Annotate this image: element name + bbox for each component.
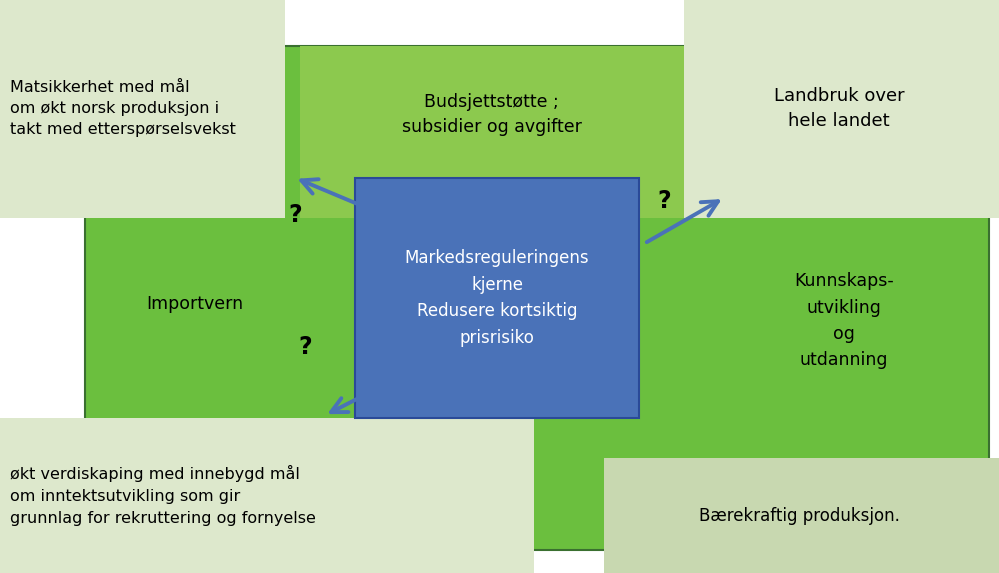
Text: Bærekraftig produksjon.: Bærekraftig produksjon. — [698, 507, 900, 525]
Text: ?: ? — [657, 189, 671, 213]
Text: Markedsreguleringens
kjerne
Redusere kortsiktig
prisrisiko: Markedsreguleringens kjerne Redusere kor… — [405, 249, 589, 347]
Text: ?: ? — [298, 335, 312, 359]
Text: Importvern: Importvern — [146, 295, 244, 313]
Bar — [0, 418, 534, 573]
Text: Budsjettstøtte ;
subsidier og avgifter: Budsjettstøtte ; subsidier og avgifter — [402, 93, 581, 136]
Bar — [604, 458, 999, 573]
Bar — [0, 0, 285, 218]
Bar — [300, 46, 684, 218]
Text: Juridiske virkemidler: Juridiske virkemidler — [446, 366, 623, 384]
Bar — [684, 0, 999, 218]
Text: Landbruk over
hele landet: Landbruk over hele landet — [774, 87, 904, 131]
Text: Matsikkerhet med mål
om økt norsk produksjon i
takt med etterspørselsvekst: Matsikkerhet med mål om økt norsk produk… — [10, 80, 236, 138]
Text: Kunnskaps-
utvikling
og
utdanning: Kunnskaps- utvikling og utdanning — [794, 272, 894, 370]
Bar — [355, 178, 639, 418]
Bar — [85, 46, 989, 550]
Text: ?: ? — [288, 203, 302, 227]
Text: økt verdiskaping med innebygd mål
om inntektsutvikling som gir
grunnlag for rekr: økt verdiskaping med innebygd mål om inn… — [10, 465, 316, 527]
